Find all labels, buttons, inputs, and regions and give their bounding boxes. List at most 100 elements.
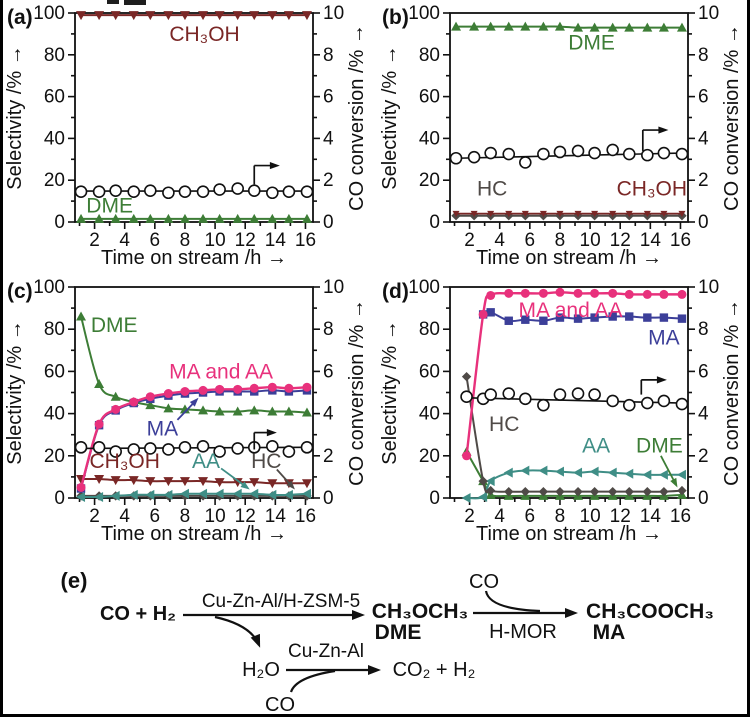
y-left-tick-label: 40 xyxy=(419,404,440,425)
y-left-tick-label: 20 xyxy=(419,170,440,191)
y-left-tick-label: 20 xyxy=(44,170,65,191)
plot-frame xyxy=(449,12,689,223)
label-ch-oh: CH₃OH xyxy=(90,450,160,473)
y-right-axis-title: CO conversion /% → xyxy=(721,24,743,211)
y-right-tick-label: 0 xyxy=(698,488,709,509)
y-left-tick-label: 60 xyxy=(419,361,440,382)
series-aa xyxy=(461,465,686,503)
x-tick-label: 10 xyxy=(580,506,601,527)
right-axis-indicator-arrow xyxy=(253,428,277,450)
x-tick-label: 10 xyxy=(580,230,601,251)
y-right-tick-label: 2 xyxy=(323,170,334,191)
x-tick-label: 8 xyxy=(555,230,566,251)
y-left-tick-label: 0 xyxy=(429,488,440,509)
label-dme: DME xyxy=(86,194,133,217)
scheme-text-cu-zn-al: Cu-Zn-Al xyxy=(288,641,364,662)
cropped-text-artifact xyxy=(124,0,146,5)
x-tick-label: 12 xyxy=(610,506,631,527)
y-right-tick-label: 10 xyxy=(323,3,344,24)
scheme-text-h-o: H₂O xyxy=(242,659,280,681)
panel-label-a: (a) xyxy=(7,6,33,29)
x-tick-label: 16 xyxy=(295,230,316,251)
x-tick-label: 8 xyxy=(180,506,191,527)
series-dme xyxy=(76,311,312,417)
y-right-tick-label: 4 xyxy=(698,128,709,149)
x-tick-label: 14 xyxy=(265,230,287,251)
y-right-tick-label: 4 xyxy=(323,128,334,149)
label-hc: HC xyxy=(477,178,507,201)
series-co-conversion xyxy=(460,387,689,412)
right-axis-indicator-arrow xyxy=(253,161,280,185)
y-left-tick-label: 80 xyxy=(44,45,65,66)
x-tick-label: 8 xyxy=(180,230,191,251)
label-ma: MA xyxy=(147,417,179,440)
scheme-text-cu-zn-al-h-zsm-5: Cu-Zn-Al/H-ZSM-5 xyxy=(202,591,360,612)
x-tick-label: 6 xyxy=(525,506,536,527)
series-dme xyxy=(451,21,687,32)
series-ch3oh xyxy=(452,210,686,218)
scheme-branch-arrow xyxy=(214,615,261,648)
scheme-text-co-h: CO + H₂ xyxy=(100,603,176,625)
label-ch-oh: CH₃OH xyxy=(617,178,687,201)
y-left-tick-label: 80 xyxy=(44,319,65,340)
label-ma-and-aa: MA and AA xyxy=(519,299,623,322)
x-tick-label: 4 xyxy=(119,506,130,527)
x-tick-label: 6 xyxy=(150,230,161,251)
y-right-tick-label: 10 xyxy=(323,277,344,298)
x-tick-label: 14 xyxy=(640,506,662,527)
scheme-text-co: CO xyxy=(265,694,295,716)
y-left-tick-label: 100 xyxy=(408,277,440,298)
panel-label-b: (b) xyxy=(382,6,409,29)
y-right-tick-label: 10 xyxy=(698,277,719,298)
scheme-arrow xyxy=(183,610,365,620)
x-axis-title: Time on stream /h → xyxy=(101,247,287,269)
series-ch3oh xyxy=(76,475,312,489)
y-right-axis-title: CO conversion /% → xyxy=(346,24,368,211)
scheme-arrow xyxy=(473,608,578,618)
y-left-tick-label: 0 xyxy=(429,212,440,233)
label-aa: AA xyxy=(582,434,610,457)
scheme-text-co-h: CO₂ + H₂ xyxy=(393,659,476,681)
y-right-tick-label: 4 xyxy=(698,404,709,425)
label-ch-oh: CH₃OH xyxy=(169,23,239,46)
scheme-text-h-mor: H-MOR xyxy=(489,621,557,643)
y-left-tick-label: 60 xyxy=(419,87,440,108)
x-axis-title: Time on stream /h → xyxy=(101,523,287,545)
series-ch3oh xyxy=(76,11,312,21)
y-right-tick-label: 8 xyxy=(698,319,709,340)
y-left-tick-label: 40 xyxy=(44,404,65,425)
y-right-axis-title: CO conversion /% → xyxy=(721,299,743,486)
x-tick-label: 4 xyxy=(119,230,130,251)
y-left-tick-label: 40 xyxy=(44,128,65,149)
y-left-tick-label: 0 xyxy=(54,488,65,509)
label-ma: MA xyxy=(648,327,680,350)
label-hc: HC xyxy=(251,450,281,473)
x-tick-label: 16 xyxy=(670,230,691,251)
y-left-tick-label: 80 xyxy=(419,319,440,340)
y-left-tick-label: 60 xyxy=(44,87,65,108)
y-right-axis-title: CO conversion /% → xyxy=(346,299,368,486)
x-tick-label: 2 xyxy=(464,230,475,251)
y-right-tick-label: 8 xyxy=(698,45,709,66)
right-axis-indicator-arrow xyxy=(641,126,669,151)
scheme-text-dme: DME xyxy=(375,621,422,644)
x-tick-label: 10 xyxy=(205,230,226,251)
x-tick-label: 6 xyxy=(525,230,536,251)
scheme-feed-curve xyxy=(289,669,336,693)
x-tick-label: 8 xyxy=(555,506,566,527)
y-left-tick-label: 0 xyxy=(54,212,65,233)
y-right-tick-label: 2 xyxy=(698,170,709,191)
axis-ticks xyxy=(68,286,320,505)
y-left-tick-label: 100 xyxy=(408,3,440,24)
y-right-tick-label: 4 xyxy=(323,404,334,425)
y-left-tick-label: 100 xyxy=(33,3,65,24)
y-right-tick-label: 0 xyxy=(323,488,334,509)
y-left-axis-title: Selectivity /% → xyxy=(379,320,401,464)
x-axis-title: Time on stream /h → xyxy=(476,247,662,269)
annotation-arrow xyxy=(176,397,199,421)
x-tick-label: 14 xyxy=(640,230,662,251)
x-tick-label: 6 xyxy=(150,506,161,527)
